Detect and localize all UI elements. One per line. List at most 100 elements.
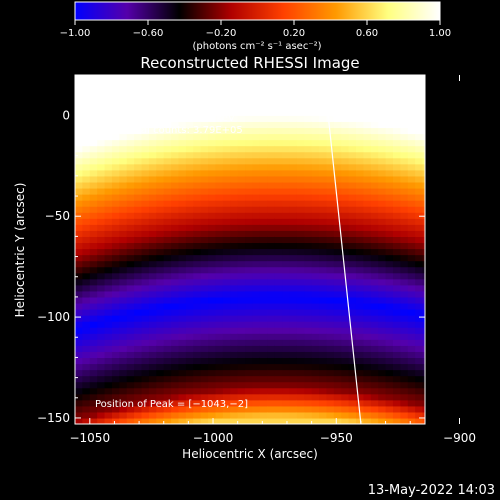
- heatmap-cell: [245, 321, 254, 328]
- heatmap-cell: [296, 212, 305, 219]
- heatmap-cell: [222, 103, 231, 110]
- heatmap-cell: [245, 121, 254, 129]
- heatmap-cell: [178, 115, 187, 122]
- heatmap-cell: [230, 230, 239, 237]
- heatmap-cell: [311, 212, 320, 219]
- heatmap-cell: [282, 224, 291, 231]
- heatmap-cell: [422, 375, 425, 383]
- heatmap-cell: [230, 115, 239, 122]
- heatmap-cell: [422, 321, 425, 328]
- heatmap-cell: [304, 157, 313, 165]
- heatmap-cell: [355, 206, 364, 213]
- heatmap-cell: [163, 260, 172, 268]
- heatmap-cell: [141, 175, 150, 183]
- heatmap-cell: [185, 163, 194, 171]
- heatmap-cell: [267, 139, 276, 147]
- heatmap-cell: [178, 309, 187, 316]
- heatmap-cell: [319, 357, 327, 365]
- heatmap-cell: [97, 417, 106, 424]
- heatmap-cell: [245, 248, 254, 256]
- heatmap-cell: [319, 254, 327, 262]
- heatmap-cell: [296, 327, 305, 334]
- heatmap-cell: [422, 236, 425, 244]
- heatmap-cell: [178, 230, 187, 237]
- heatmap-cell: [134, 387, 143, 395]
- heatmap-cell: [348, 290, 357, 298]
- heatmap-cell: [126, 169, 135, 177]
- heatmap-cell: [208, 206, 217, 213]
- heatmap-cell: [282, 206, 291, 213]
- heatmap-cell: [89, 85, 98, 92]
- heatmap-cell: [289, 181, 298, 189]
- heatmap-cell: [289, 260, 298, 268]
- heatmap-cell: [319, 321, 327, 328]
- heatmap-cell: [415, 254, 424, 262]
- heatmap-cell: [304, 290, 313, 298]
- heatmap-cell: [111, 200, 120, 207]
- heatmap-cell: [407, 393, 416, 401]
- heatmap-cell: [82, 145, 91, 153]
- heatmap-cell: [245, 284, 254, 292]
- heatmap-cell: [370, 200, 379, 207]
- heatmap-cell: [126, 351, 135, 359]
- heatmap-cell: [111, 75, 120, 80]
- heatmap-cell: [163, 206, 172, 213]
- heatmap-cell: [230, 333, 239, 340]
- heatmap-cell: [385, 181, 394, 189]
- heatmap-cell: [392, 321, 401, 328]
- heatmap-cell: [296, 387, 305, 395]
- heatmap-cell: [341, 206, 350, 213]
- heatmap-cell: [185, 218, 194, 225]
- heatmap-cell: [75, 381, 83, 389]
- heatmap-cell: [378, 357, 387, 365]
- heatmap-cell: [267, 133, 276, 141]
- heatmap-cell: [392, 212, 401, 219]
- heatmap-cell: [370, 411, 379, 419]
- heatmap-cell: [119, 278, 128, 286]
- heatmap-cell: [370, 230, 379, 237]
- heatmap-cell: [245, 351, 254, 359]
- heatmap-cell: [185, 151, 194, 159]
- heatmap-cell: [282, 236, 291, 244]
- heatmap-cell: [208, 224, 217, 231]
- heatmap-cell: [289, 266, 298, 274]
- heatmap-cell: [355, 278, 364, 286]
- heatmap-cell: [274, 393, 283, 401]
- heatmap-cell: [392, 157, 401, 165]
- heatmap-cell: [378, 393, 387, 401]
- heatmap-cell: [200, 139, 209, 147]
- heatmap-cell: [97, 103, 106, 110]
- heatmap-cell: [119, 345, 128, 352]
- heatmap-cell: [415, 206, 424, 213]
- heatmap-cell: [385, 85, 394, 92]
- heatmap-cell: [215, 369, 224, 377]
- heatmap-cell: [363, 345, 372, 352]
- heatmap-cell: [267, 97, 276, 104]
- heatmap-cell: [341, 109, 350, 116]
- heatmap-cell: [355, 127, 364, 135]
- heatmap-cell: [304, 248, 313, 256]
- heatmap-cell: [245, 75, 254, 80]
- heatmap-cell: [134, 224, 143, 231]
- heatmap-cell: [148, 254, 157, 262]
- heatmap-cell: [163, 133, 172, 141]
- heatmap-cell: [222, 296, 231, 304]
- heatmap-cell: [237, 290, 246, 298]
- heatmap-cell: [415, 260, 424, 268]
- heatmap-cell: [208, 411, 217, 419]
- heatmap-cell: [341, 363, 350, 371]
- heatmap-cell: [259, 79, 268, 86]
- heatmap-cell: [355, 139, 364, 147]
- heatmap-cell: [104, 133, 113, 141]
- heatmap-cell: [208, 260, 217, 268]
- heatmap-cell: [134, 85, 143, 92]
- heatmap-cell: [222, 212, 231, 219]
- heatmap-cell: [289, 212, 298, 219]
- heatmap-cell: [141, 236, 150, 244]
- heatmap-cell: [259, 363, 268, 371]
- heatmap-cell: [126, 133, 135, 141]
- heatmap-cell: [104, 115, 113, 122]
- heatmap-cell: [230, 369, 239, 377]
- heatmap-cell: [200, 109, 209, 116]
- heatmap-cell: [267, 169, 276, 177]
